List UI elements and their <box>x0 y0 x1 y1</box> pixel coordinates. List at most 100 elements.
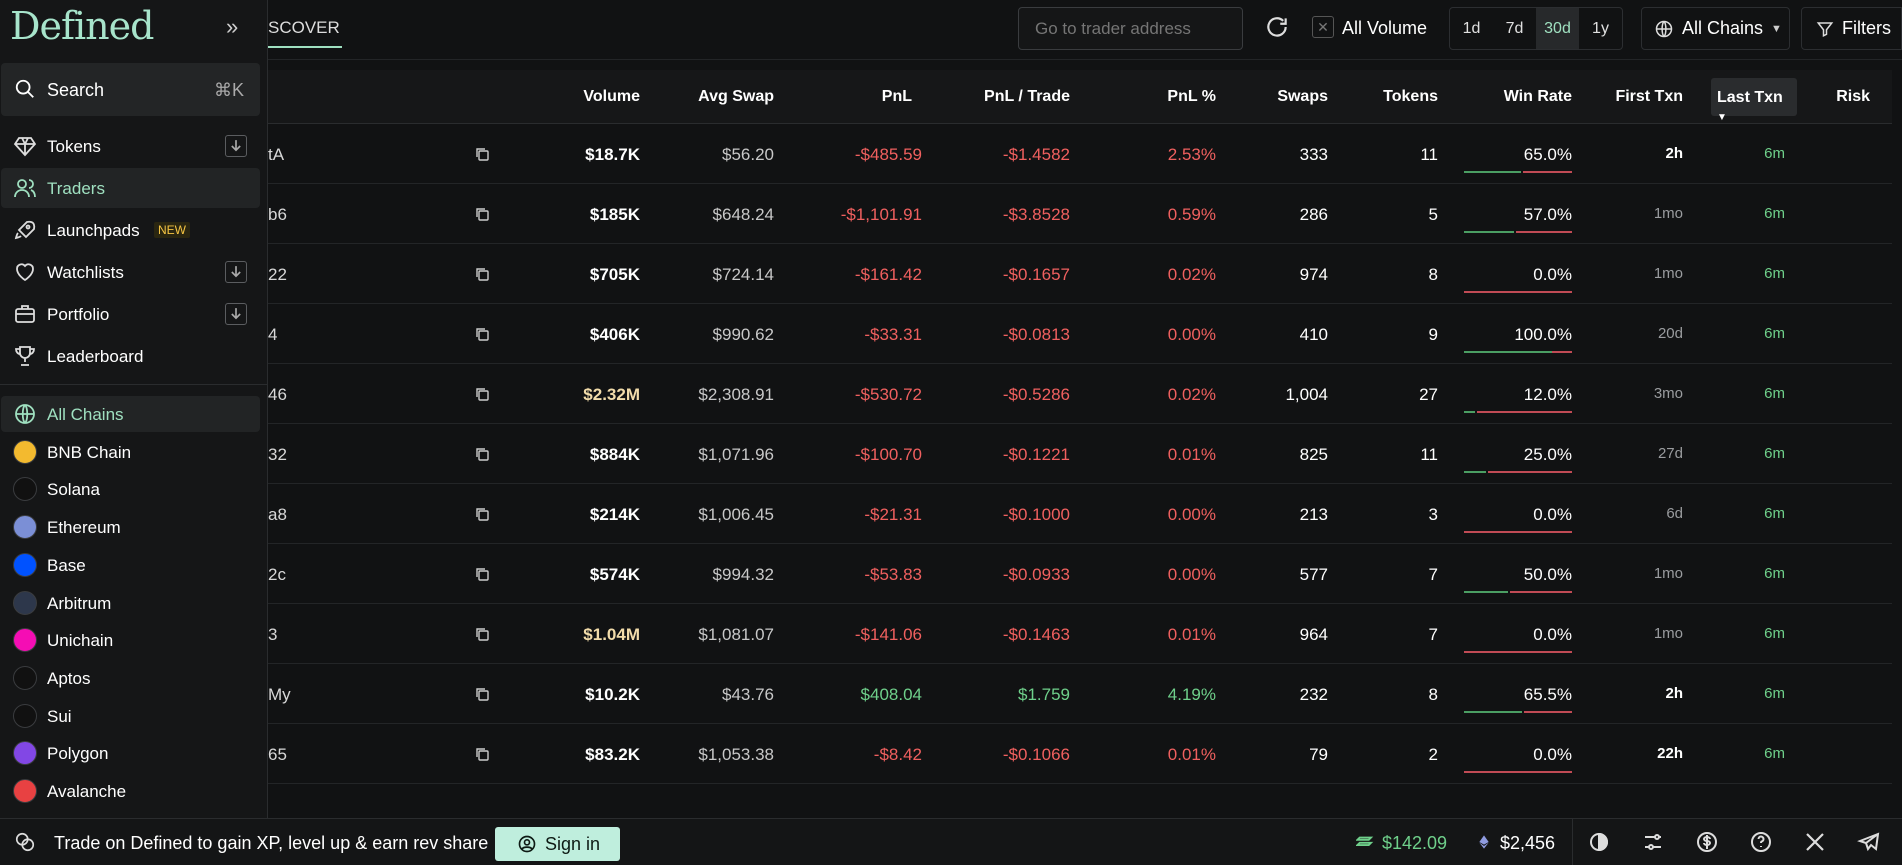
copy-icon[interactable] <box>474 326 490 342</box>
volume-cell: $185K <box>589 205 640 224</box>
copy-icon[interactable] <box>474 146 490 162</box>
header-avg-swap[interactable]: Avg Swap <box>698 88 774 105</box>
defined-logo[interactable]: Defined <box>10 4 154 48</box>
win-rate-cell: 0.0% <box>1533 745 1572 764</box>
header-swaps[interactable]: Swaps <box>1277 88 1328 105</box>
copy-icon[interactable] <box>474 386 490 402</box>
header-win-rate[interactable]: Win Rate <box>1503 88 1572 105</box>
pnl-pct-cell: 0.00% <box>1167 565 1216 584</box>
copy-icon[interactable] <box>474 626 490 642</box>
win-rate-cell: 25.0% <box>1523 445 1572 464</box>
header-pnl-trade[interactable]: PnL / Trade <box>984 88 1070 105</box>
filters-button[interactable]: Filters <box>1801 7 1902 50</box>
all-volume-checkbox[interactable]: ✕ <box>1312 16 1334 38</box>
collapse-sidebar-icon[interactable]: » <box>226 14 239 39</box>
header-volume[interactable]: Volume <box>583 88 640 105</box>
pnl-cell: -$21.31 <box>864 505 922 524</box>
sidebar-item-watchlists[interactable]: Watchlists <box>1 252 260 292</box>
header-tokens[interactable]: Tokens <box>1383 88 1438 105</box>
trader-address[interactable]: 2c <box>268 565 286 584</box>
help-icon[interactable] <box>1749 830 1773 854</box>
win-rate-bar-loss <box>1510 591 1572 593</box>
table-row[interactable]: 2c $574K $994.32 -$53.83 -$0.0933 0.00% 577 7 50… <box>0 544 1892 604</box>
copy-icon[interactable] <box>474 686 490 702</box>
sidebar-item-leaderboard[interactable]: Leaderboard <box>1 336 260 376</box>
chain-item[interactable]: Avalanche <box>1 773 260 809</box>
header-risk[interactable]: Risk <box>1836 88 1870 105</box>
header-pnl-pct[interactable]: PnL % <box>1167 88 1216 105</box>
settings-sliders-icon[interactable] <box>1641 830 1665 854</box>
tab-discover[interactable]: SCOVER <box>268 18 340 37</box>
copy-icon[interactable] <box>474 446 490 462</box>
table-row[interactable]: 65 $83.2K $1,053.38 -$8.42 -$0.1066 0.01% 79 2 0… <box>0 724 1892 784</box>
header-first-txn[interactable]: First Txn <box>1615 88 1683 105</box>
chain-item[interactable]: Solana <box>1 471 260 507</box>
table-row[interactable]: b6 $185K $648.24 -$1,101.91 -$3.8528 0.59% 286… <box>0 184 1892 244</box>
sidebar-item-portfolio[interactable]: Portfolio <box>1 294 260 334</box>
table-row[interactable]: 22 $705K $724.14 -$161.42 -$0.1657 0.02% 974 8 0… <box>0 244 1892 304</box>
first-txn-cell: 27d <box>1657 445 1683 462</box>
table-row[interactable]: 46 $2.32M $2,308.91 -$530.72 -$0.5286 0.02% 1,… <box>0 364 1892 424</box>
period-1d[interactable]: 1d <box>1462 20 1481 37</box>
expand-tokens-icon[interactable] <box>225 135 247 157</box>
trader-address[interactable]: 3 <box>268 625 278 644</box>
sidebar-item-launchpads[interactable]: Launchpads NEW <box>1 210 260 250</box>
win-rate-cell: 0.0% <box>1533 625 1572 644</box>
chain-item[interactable]: All Chains <box>1 396 260 432</box>
trader-address[interactable]: b6 <box>268 205 287 224</box>
chains-dropdown[interactable]: All Chains ▼ <box>1641 7 1790 50</box>
trader-address[interactable]: 32 <box>268 445 287 464</box>
trader-address[interactable]: 22 <box>268 265 287 284</box>
table-row[interactable]: 3 $1.04M $1,081.07 -$141.06 -$0.1463 0.01% 964… <box>0 604 1892 664</box>
copy-icon[interactable] <box>474 266 490 282</box>
pnl-cell: -$530.72 <box>854 385 922 404</box>
chain-item[interactable]: Aptos <box>1 660 260 696</box>
refresh-icon[interactable] <box>1264 14 1290 40</box>
chain-item[interactable]: Arbitrum <box>1 585 260 621</box>
trader-address[interactable]: My <box>268 685 291 704</box>
table-row[interactable]: 32 $884K $1,071.96 -$100.70 -$0.1221 0.01% 825… <box>0 424 1892 484</box>
win-rate-bar-loss <box>1552 351 1572 353</box>
copy-icon[interactable] <box>474 566 490 582</box>
sidebar-search[interactable]: Search ⌘K <box>1 63 260 116</box>
trader-address[interactable]: 4 <box>268 325 278 344</box>
sidebar-item-tokens[interactable]: Tokens <box>1 126 260 166</box>
win-rate-bar-win <box>1464 351 1552 353</box>
chain-item[interactable]: Polygon <box>1 735 260 771</box>
trader-address[interactable]: a8 <box>268 505 287 524</box>
header-last-txn[interactable]: Last Txn ▼ <box>1711 78 1797 123</box>
chain-item[interactable]: Unichain <box>1 622 260 658</box>
period-7d[interactable]: 7d <box>1505 20 1524 37</box>
copy-icon[interactable] <box>474 506 490 522</box>
x-twitter-icon[interactable] <box>1803 830 1827 854</box>
copy-icon[interactable] <box>474 746 490 762</box>
table-row[interactable]: 4 $406K $990.62 -$33.31 -$0.0813 0.00% 410 9 100… <box>0 304 1892 364</box>
trader-address[interactable]: tA <box>268 145 285 164</box>
sort-desc-icon: ▼ <box>1717 112 1727 123</box>
last-txn-cell: 6m <box>1764 505 1785 522</box>
telegram-icon[interactable] <box>1857 830 1881 854</box>
copy-icon[interactable] <box>474 206 490 222</box>
expand-watchlists-icon[interactable] <box>225 261 247 283</box>
chain-item[interactable]: Ethereum <box>1 509 260 545</box>
trader-address[interactable]: 46 <box>268 385 287 404</box>
table-row[interactable]: a8 $214K $1,006.45 -$21.31 -$0.1000 0.00% 213 3… <box>0 484 1892 544</box>
sign-in-button[interactable]: Sign in <box>495 827 620 861</box>
trader-address[interactable]: 65 <box>268 745 287 764</box>
chain-item[interactable]: Sui <box>1 698 260 734</box>
chain-item[interactable]: BNB Chain <box>1 434 260 470</box>
table-row[interactable]: tA $18.7K $56.20 -$485.59 -$1.4582 2.53% 333 11… <box>0 124 1892 184</box>
header-pnl[interactable]: PnL <box>881 88 912 105</box>
sidebar-item-traders[interactable]: Traders <box>1 168 260 208</box>
period-30d[interactable]: 30d <box>1536 8 1579 49</box>
period-1y[interactable]: 1y <box>1592 20 1609 37</box>
table-row[interactable]: My $10.2K $43.76 $408.04 $1.759 4.19% 232 8 65.5… <box>0 664 1892 724</box>
pnl-pct-cell: 4.19% <box>1167 685 1216 704</box>
theme-toggle-icon[interactable] <box>1587 830 1611 854</box>
chain-item[interactable]: Base <box>1 547 260 583</box>
chain-logo-icon <box>13 703 37 728</box>
expand-portfolio-icon[interactable] <box>225 303 247 325</box>
trader-address-input[interactable] <box>1018 7 1243 50</box>
dollar-circle-icon[interactable] <box>1695 830 1719 854</box>
first-txn-cell: 2h <box>1665 145 1683 162</box>
